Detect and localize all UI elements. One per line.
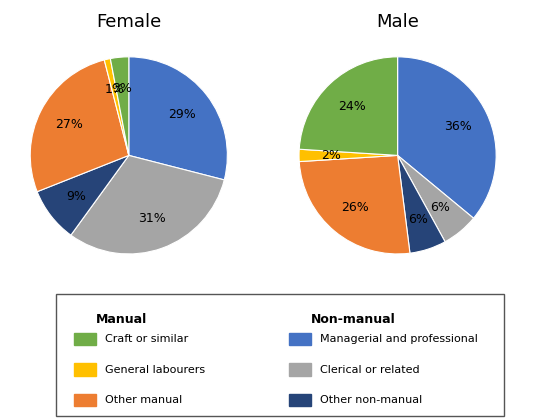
Wedge shape bbox=[299, 149, 398, 162]
Text: Other manual: Other manual bbox=[105, 395, 183, 405]
Wedge shape bbox=[398, 57, 496, 218]
Bar bbox=[74, 363, 96, 375]
Text: Non-manual: Non-manual bbox=[311, 313, 396, 326]
Wedge shape bbox=[30, 60, 129, 192]
Wedge shape bbox=[37, 155, 129, 235]
Title: Female: Female bbox=[96, 13, 161, 31]
Text: 36%: 36% bbox=[445, 121, 472, 134]
Text: 27%: 27% bbox=[55, 118, 83, 131]
Text: 3%: 3% bbox=[113, 82, 132, 95]
Bar bbox=[74, 333, 96, 345]
Text: 26%: 26% bbox=[341, 200, 368, 213]
Text: 31%: 31% bbox=[138, 212, 165, 225]
Text: 24%: 24% bbox=[338, 100, 366, 113]
Wedge shape bbox=[398, 155, 445, 253]
Text: 9%: 9% bbox=[66, 190, 86, 203]
Text: 2%: 2% bbox=[321, 149, 340, 162]
Text: 6%: 6% bbox=[408, 213, 428, 226]
Wedge shape bbox=[71, 155, 224, 254]
Wedge shape bbox=[299, 155, 410, 254]
Bar bbox=[289, 394, 311, 406]
Wedge shape bbox=[110, 57, 129, 155]
Text: Managerial and professional: Managerial and professional bbox=[320, 334, 478, 344]
Wedge shape bbox=[129, 57, 227, 180]
Bar bbox=[289, 363, 311, 375]
Wedge shape bbox=[299, 57, 398, 155]
Bar bbox=[289, 333, 311, 345]
Text: General labourers: General labourers bbox=[105, 365, 206, 375]
Bar bbox=[74, 394, 96, 406]
Text: Clerical or related: Clerical or related bbox=[320, 365, 420, 375]
Text: 29%: 29% bbox=[168, 108, 195, 121]
Text: Manual: Manual bbox=[96, 313, 148, 326]
Title: Male: Male bbox=[376, 13, 419, 31]
Text: Craft or similar: Craft or similar bbox=[105, 334, 189, 344]
Text: 6%: 6% bbox=[431, 200, 450, 213]
Wedge shape bbox=[398, 155, 474, 242]
Wedge shape bbox=[104, 58, 129, 155]
Text: 1%: 1% bbox=[104, 84, 124, 97]
Text: Other non-manual: Other non-manual bbox=[320, 395, 423, 405]
